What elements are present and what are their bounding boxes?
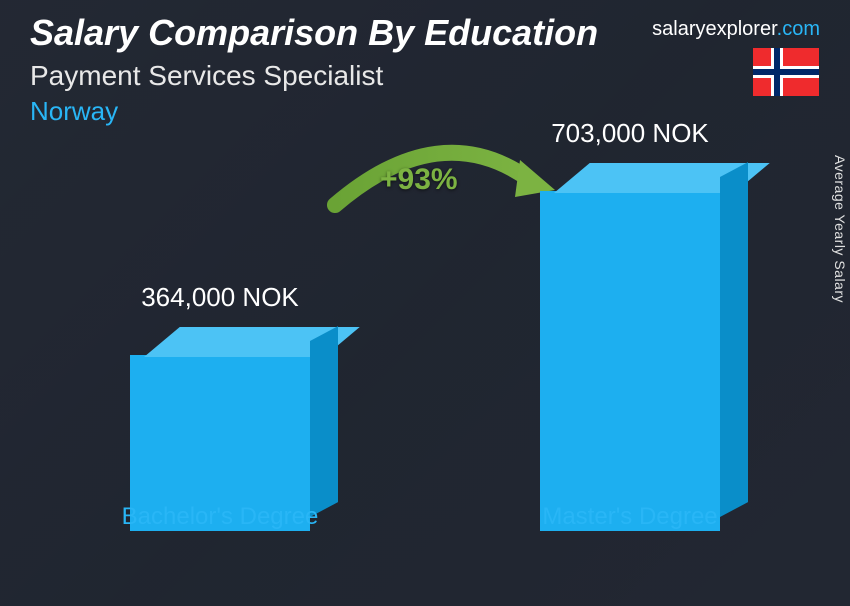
bar-category-label: Bachelor's Degree — [100, 503, 340, 531]
y-axis-label: Average Yearly Salary — [832, 155, 848, 303]
salary-bar-chart: +93% 364,000 NOK Bachelor's Degree 703,0… — [110, 155, 740, 571]
bar-value-label: 364,000 NOK — [90, 282, 350, 313]
brand-main: salaryexplorer — [652, 18, 777, 40]
brand-logo: salaryexplorer.com — [652, 18, 820, 41]
page-subtitle: Payment Services Specialist — [30, 60, 820, 92]
brand-suffix: .com — [777, 18, 820, 40]
bar-3d — [540, 191, 720, 531]
bar-category-label: Master's Degree — [510, 503, 750, 531]
norway-flag-icon — [752, 48, 820, 96]
delta-percent-label: +93% — [380, 163, 458, 197]
bar-value-label: 703,000 NOK — [500, 118, 760, 149]
